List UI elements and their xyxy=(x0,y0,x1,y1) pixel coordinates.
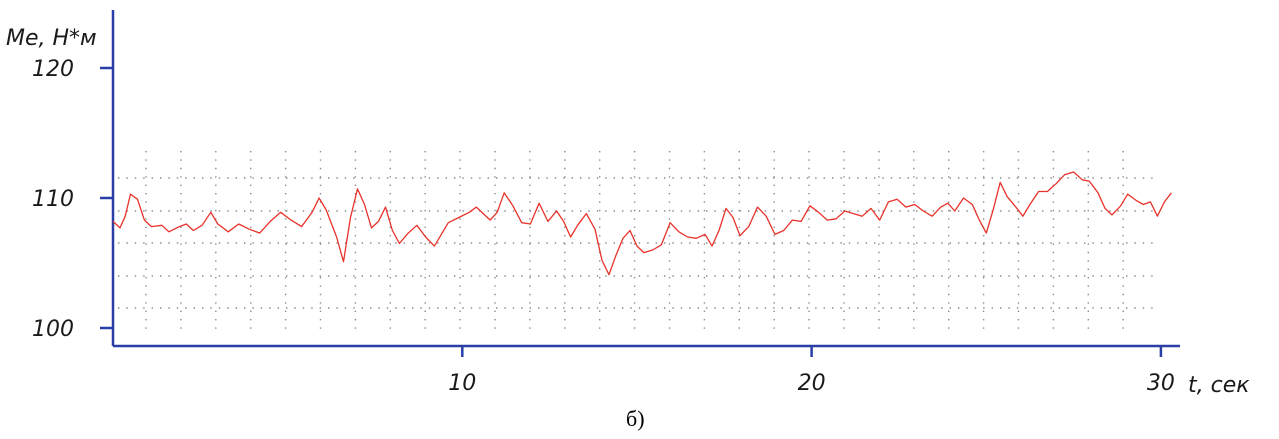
y-tick-label: 120 xyxy=(32,57,74,82)
y-tick-label: 100 xyxy=(32,317,74,342)
axes xyxy=(111,10,1180,348)
ticks xyxy=(100,66,1163,357)
tick-labels: 10 20 30 100 110 120 xyxy=(32,57,1175,396)
x-axis-label: t, сек xyxy=(1188,373,1250,398)
x-tick-label: 20 xyxy=(798,371,826,396)
series-line xyxy=(112,171,1172,276)
y-axis-label: Me, H*м xyxy=(6,26,97,51)
x-tick-label: 10 xyxy=(448,371,476,396)
y-tick-label: 110 xyxy=(32,187,74,212)
series-group xyxy=(112,171,1172,276)
x-tick-label: 30 xyxy=(1147,371,1175,396)
grid-lines xyxy=(118,151,1155,334)
figure-caption: б) xyxy=(626,406,645,431)
